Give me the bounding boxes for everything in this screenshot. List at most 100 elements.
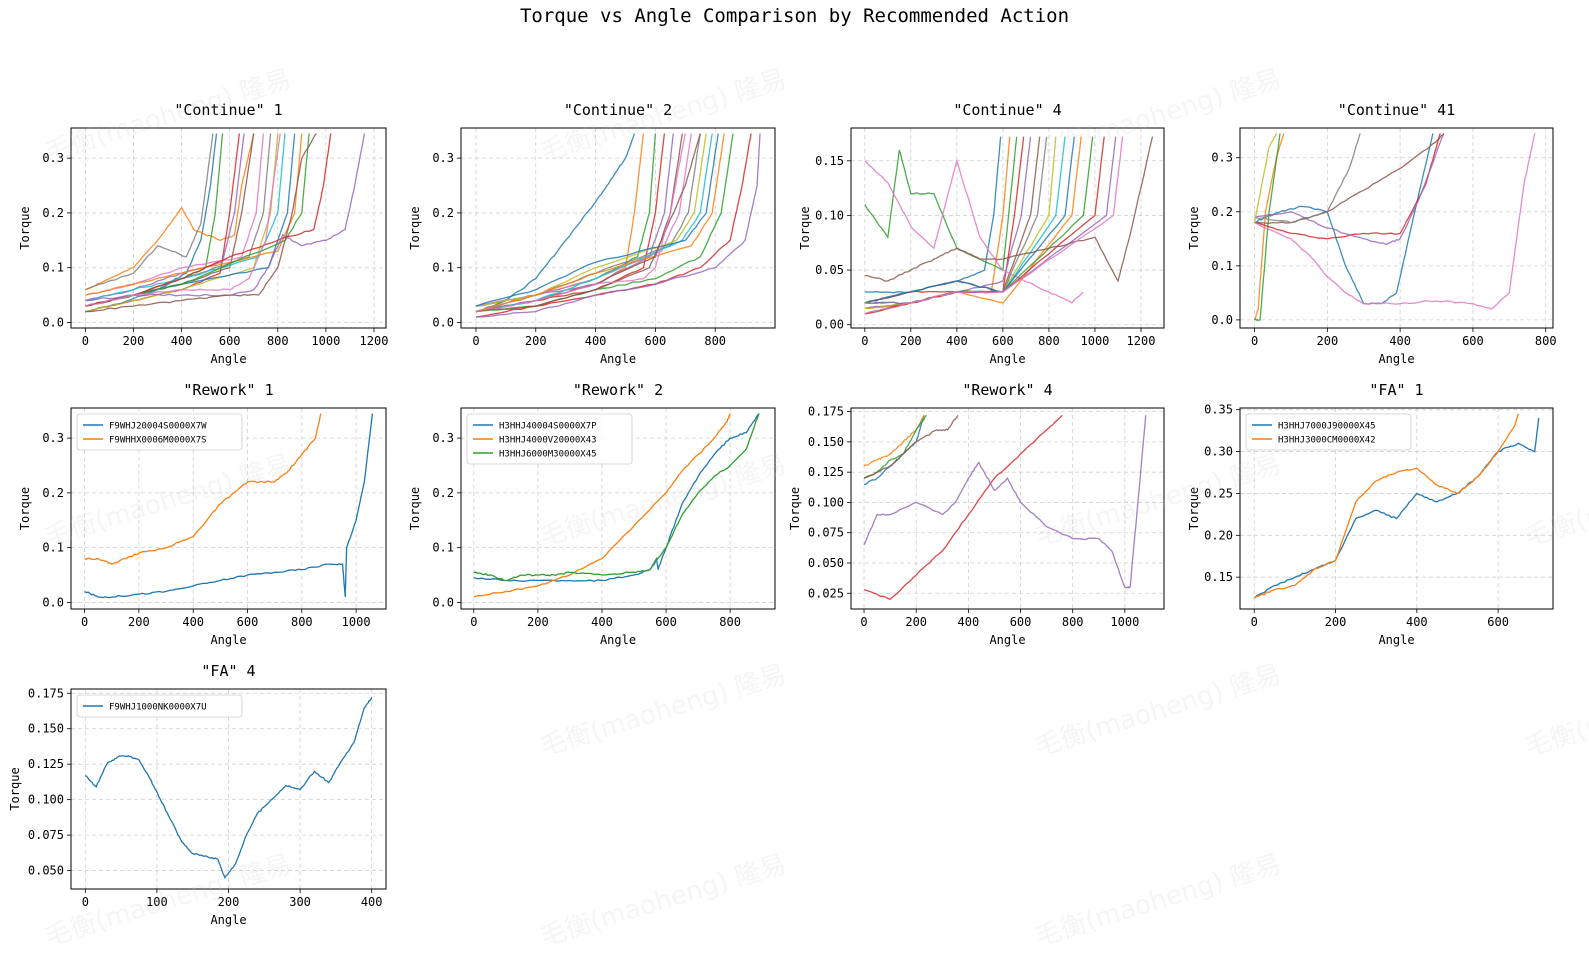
y-tick-label: 0.1 (42, 541, 64, 555)
x-tick-label: 100 (146, 895, 168, 909)
x-axis-label: Angle (210, 633, 246, 647)
y-tick-label: 0.3 (42, 151, 64, 165)
figure-suptitle: Torque vs Angle Comparison by Recommende… (519, 5, 1070, 27)
series-line (1253, 417, 1540, 599)
x-tick-label: 0 (861, 334, 868, 348)
x-tick-label: 300 (289, 895, 311, 909)
series-line (475, 133, 761, 318)
x-tick-label: 800 (1062, 615, 1084, 629)
y-tick-label: 0.1 (1211, 259, 1233, 273)
x-tick-label: 800 (1535, 334, 1557, 348)
y-axis-label: Torque (8, 767, 22, 810)
series-line (473, 413, 731, 598)
x-tick-label: 0 (82, 334, 89, 348)
subplot-7: "Rework" 4 0 200 400 600 800 1000 0.025 0.050 0.0… (788, 381, 1165, 647)
series-line (85, 133, 303, 296)
x-tick-label: 600 (1487, 615, 1509, 629)
x-tick-label: 400 (1389, 334, 1411, 348)
series-line (475, 133, 719, 307)
y-tick-label: 0.1 (432, 261, 454, 275)
series-line (85, 133, 214, 291)
y-tick-label: 0.1 (432, 541, 454, 555)
x-tick-label: 600 (1010, 615, 1032, 629)
x-axis-label: Angle (600, 633, 636, 647)
legend-entry: F9WHJ20004S0000X7W (109, 422, 207, 432)
series-line (85, 133, 281, 307)
series-line (85, 133, 255, 291)
series-line (473, 413, 760, 582)
x-axis-label: Angle (210, 913, 246, 927)
series-line (864, 136, 1154, 283)
x-tick-label: 400 (182, 615, 204, 629)
y-tick-label: 0.10 (815, 208, 844, 222)
series-line (475, 133, 752, 318)
axes-frame (1239, 127, 1554, 329)
series-line (1253, 413, 1519, 599)
series-line (864, 158, 1084, 304)
subplot-title: "FA" 1 (1369, 381, 1423, 399)
x-axis-label: Angle (1378, 352, 1414, 366)
x-axis-label: Angle (600, 352, 636, 366)
y-tick-label: 0.15 (1204, 570, 1233, 584)
x-tick-label: 600 (655, 615, 677, 629)
x-tick-label: 400 (361, 895, 383, 909)
series-line (84, 413, 374, 599)
x-tick-label: 200 (527, 615, 549, 629)
series-line (1254, 133, 1361, 224)
series-line (864, 136, 1117, 305)
x-tick-label: 400 (946, 334, 968, 348)
x-tick-label: 200 (218, 895, 240, 909)
y-tick-label: 0.2 (432, 206, 454, 220)
x-tick-label: 400 (1406, 615, 1428, 629)
series-line (864, 415, 925, 485)
legend-box (76, 694, 243, 718)
y-tick-label: 0.100 (28, 793, 64, 807)
series-line (85, 133, 296, 307)
x-tick-label: 400 (171, 334, 193, 348)
subplot-4: "Continue" 41 0 200 400 600 800 0.0 0.1 0.2 0.3 An… (1187, 101, 1557, 366)
series-line (475, 133, 674, 307)
series-line (475, 133, 686, 313)
series-line (1254, 133, 1441, 240)
x-tick-label: 400 (585, 334, 607, 348)
series-line (475, 133, 636, 313)
y-tick-label: 0.075 (808, 526, 844, 540)
y-tick-label: 0.175 (808, 405, 844, 419)
subplot-title: "Continue" 2 (564, 101, 672, 119)
series-line (864, 136, 1075, 304)
y-tick-label: 0.35 (1204, 403, 1233, 417)
y-tick-label: 0.3 (42, 431, 64, 445)
x-tick-label: 200 (1317, 334, 1339, 348)
series-line (85, 133, 332, 307)
x-axis-label: Angle (989, 633, 1025, 647)
x-axis-label: Angle (210, 352, 246, 366)
series-line (863, 414, 1063, 601)
y-tick-label: 0.30 (1204, 445, 1233, 459)
subplot-3: "Continue" 4 0 200 400 600 800 1000 1200 0.00 0.0… (798, 101, 1165, 366)
x-tick-label: 800 (704, 334, 726, 348)
x-tick-label: 200 (123, 334, 145, 348)
subplot-title: "Continue" 1 (174, 101, 282, 119)
y-tick-label: 0.05 (815, 263, 844, 277)
y-tick-label: 0.050 (808, 556, 844, 570)
series-line (1253, 133, 1277, 223)
subplot-8: "FA" 1 0 200 400 600 0.15 0.20 0.25 0.30 0.35 Angl… (1187, 381, 1554, 647)
y-axis-label: Torque (1187, 487, 1201, 530)
x-tick-label: 800 (267, 334, 289, 348)
y-tick-label: 0.050 (28, 864, 64, 878)
y-axis-label: Torque (408, 487, 422, 530)
x-tick-label: 200 (1325, 615, 1347, 629)
axes-frame (70, 127, 387, 329)
x-tick-label: 1000 (342, 615, 371, 629)
subplot-title: "Continue" 41 (1338, 101, 1455, 119)
y-tick-label: 0.150 (28, 722, 64, 736)
x-tick-label: 0 (472, 334, 479, 348)
axes-frame (70, 688, 387, 890)
legend-entry: F9WHJ1000NK0000X7U (109, 703, 207, 713)
y-tick-label: 0.2 (432, 486, 454, 500)
legend-entry: F9WHHX0006M0000X7S (109, 436, 207, 446)
legend-box (76, 413, 243, 451)
y-tick-label: 0.20 (1204, 528, 1233, 542)
y-tick-label: 0.3 (432, 151, 454, 165)
x-tick-label: 800 (1038, 334, 1060, 348)
